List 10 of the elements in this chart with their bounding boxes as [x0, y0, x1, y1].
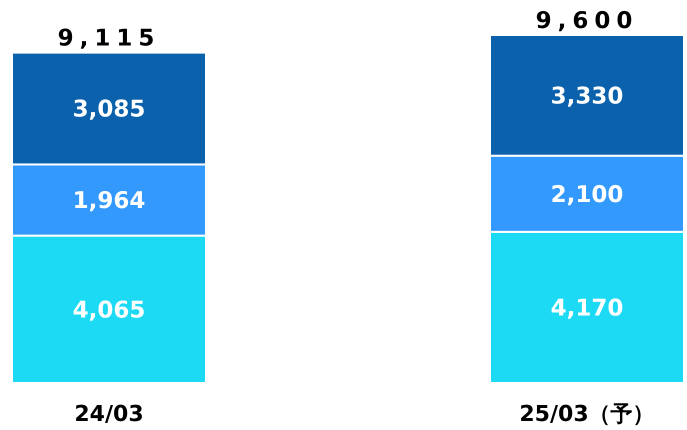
total-label: 9,600 [536, 8, 638, 34]
data-label: 3,085 [72, 96, 146, 123]
data-label: 4,065 [72, 297, 146, 324]
data-label: 1,964 [72, 188, 146, 214]
data-label: 2,100 [550, 182, 624, 208]
x-tick-label: 24/03 [74, 402, 144, 427]
total-label: 9,115 [58, 26, 160, 52]
x-tick-label: 25/03（予） [519, 402, 655, 427]
data-label: 3,330 [550, 83, 624, 110]
data-label: 4,170 [550, 295, 624, 322]
